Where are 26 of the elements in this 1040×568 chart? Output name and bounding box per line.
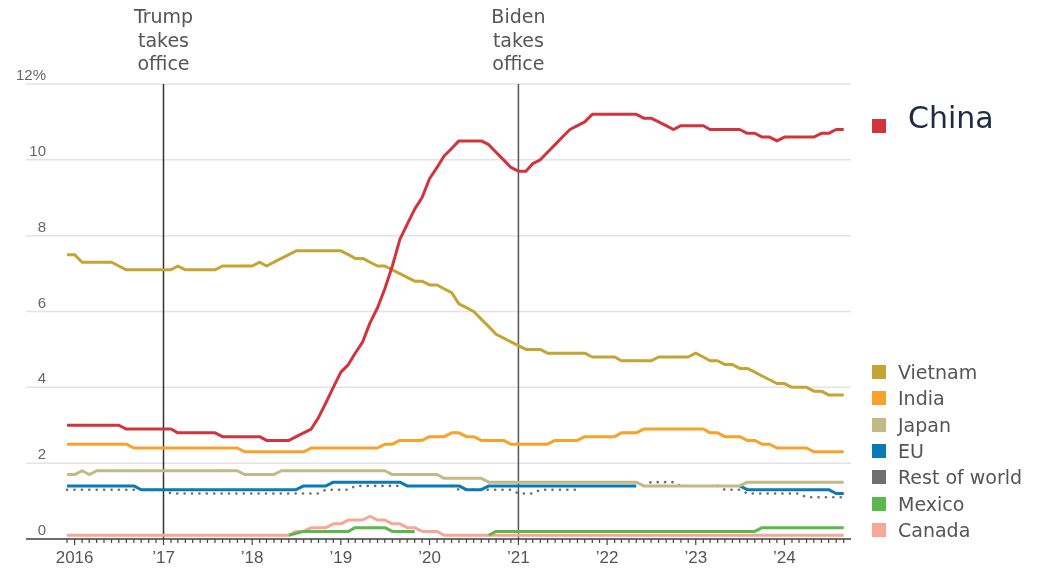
x-tick-label: ’21 xyxy=(507,548,530,567)
y-tick-label: 4 xyxy=(37,369,46,387)
x-tick-label: ’19 xyxy=(329,548,353,567)
x-tick-label: ’22 xyxy=(595,548,619,567)
y-tick-label: 6 xyxy=(37,293,46,311)
ref-line-label: Biden takes office xyxy=(491,5,546,74)
legend-label: Rest of world xyxy=(898,465,1023,491)
legend-label: China xyxy=(908,99,994,137)
x-tick-label: ’24 xyxy=(773,548,796,567)
legend-label: EU xyxy=(898,438,924,464)
y-tick-label: 8 xyxy=(37,217,46,235)
legend-label: Canada xyxy=(898,518,971,544)
y-tick-label: 2 xyxy=(37,445,46,463)
legend-label: Japan xyxy=(898,412,951,438)
x-tick-label: 2016 xyxy=(55,548,94,567)
y-tick-label: 0 xyxy=(37,521,46,538)
x-tick-label: ’20 xyxy=(418,548,441,567)
y-tick-label: 12% xyxy=(15,66,46,83)
legend-label: India xyxy=(898,386,945,412)
x-tick-label: ’18 xyxy=(240,548,264,567)
legend-label: Vietnam xyxy=(898,359,978,385)
legend-label: Mexico xyxy=(898,491,965,517)
x-tick-label: ’17 xyxy=(152,548,175,567)
ref-line-label: Trump takes office xyxy=(132,5,194,74)
y-tick-label: 10 xyxy=(29,141,46,159)
x-tick-label: ’23 xyxy=(684,548,708,567)
